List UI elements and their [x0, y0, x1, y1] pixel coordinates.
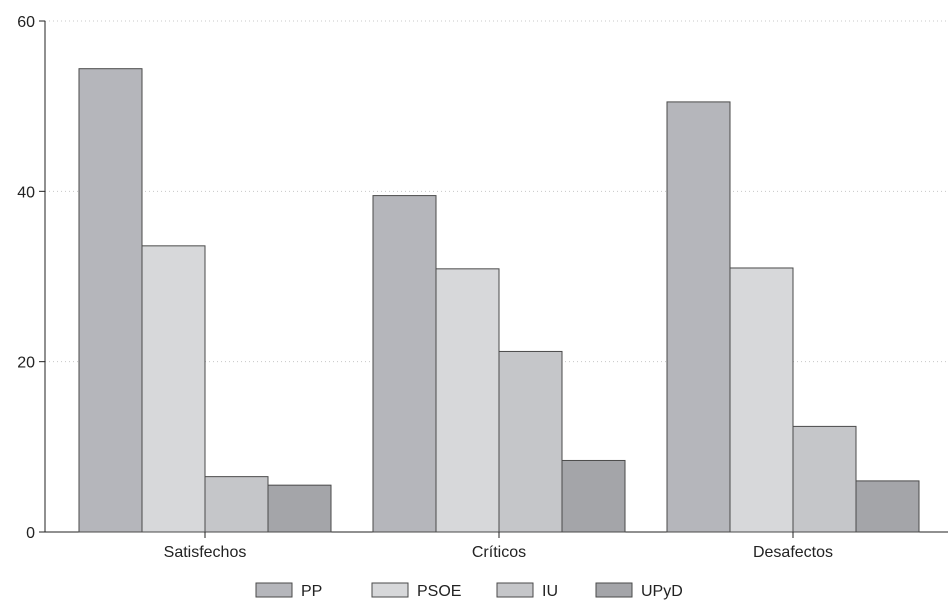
legend: PP PSOE IU UPyD: [255, 582, 683, 600]
y-tick-label: 40: [17, 184, 35, 201]
y-tick-label: 60: [17, 14, 35, 31]
bar-iu-desafectos: [792, 425, 857, 533]
legend-swatch-iu: [496, 582, 534, 598]
bar-psoe-críticos: [435, 268, 500, 533]
bar-psoe-satisfechos: [141, 245, 206, 533]
bar-pp-satisfechos: [78, 68, 143, 533]
y-ticks: 0 20 40 60: [17, 14, 45, 542]
y-tick-label: 0: [26, 525, 35, 542]
x-category-label: Desafectos: [753, 544, 833, 561]
bar-pp-críticos: [372, 195, 437, 533]
bar-iu-críticos: [498, 350, 563, 533]
bars: [78, 68, 920, 533]
gridlines: [45, 20, 948, 363]
legend-swatch-psoe: [371, 582, 409, 598]
bar-pp-desafectos: [666, 101, 731, 533]
legend-label-iu: IU: [542, 583, 558, 600]
x-category-label: Satisfechos: [164, 544, 247, 561]
legend-label-pp: PP: [301, 583, 322, 600]
category-labels: Satisfechos Críticos Desafectos: [164, 532, 833, 561]
x-category-label: Críticos: [472, 544, 526, 561]
legend-swatch-pp: [255, 582, 293, 598]
legend-label-upyd: UPyD: [641, 583, 683, 600]
bar-upyd-críticos: [561, 459, 626, 533]
legend-swatch-upyd: [595, 582, 633, 598]
bar-iu-satisfechos: [204, 476, 269, 533]
legend-label-psoe: PSOE: [417, 583, 461, 600]
bar-upyd-satisfechos: [267, 484, 332, 533]
bar-psoe-desafectos: [729, 267, 794, 533]
y-tick-label: 20: [17, 355, 35, 372]
bar-upyd-desafectos: [855, 480, 920, 533]
